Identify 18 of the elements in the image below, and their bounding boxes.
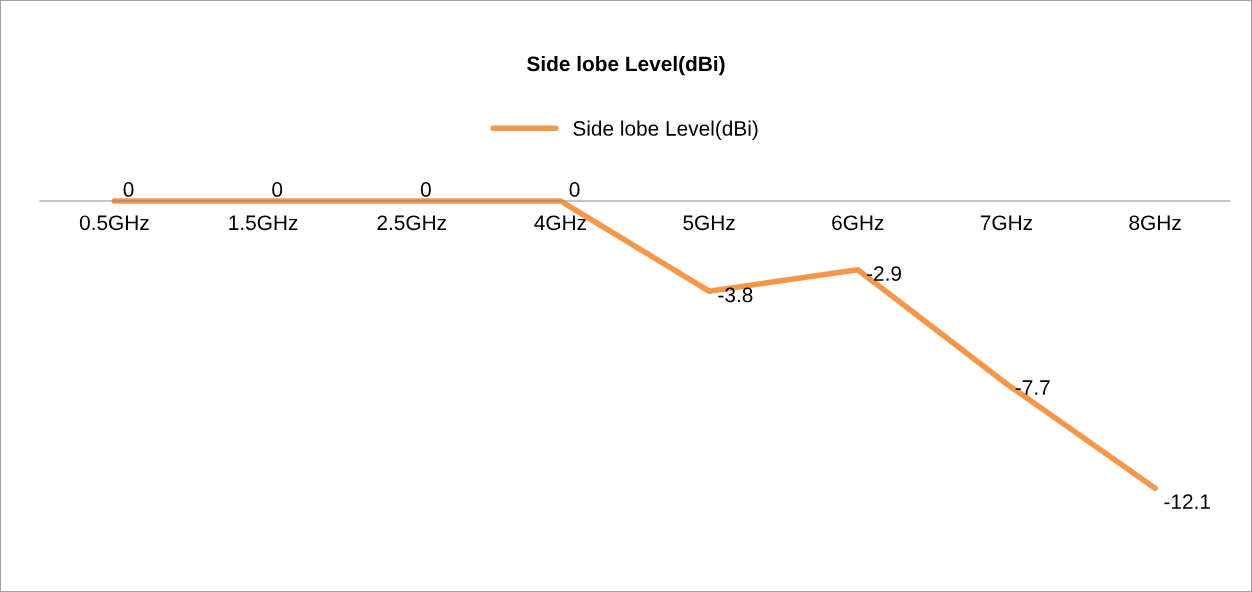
data-label: -2.9 [867,266,902,281]
x-tick-label: 5GHz [683,215,735,231]
data-label: 0 [123,182,134,197]
chart-title: Side lobe Level(dBi) [527,55,725,76]
data-label: -3.8 [718,287,753,303]
x-tick-label: 2.5GHz [377,215,447,231]
x-tick-label: 7GHz [980,215,1033,231]
x-tick-label: 6GHz [832,215,884,231]
legend-label: Side lobe Level(dBi) [573,120,758,140]
data-label: 0 [272,182,283,197]
data-label: 0 [420,182,431,197]
data-label: -7.7 [1015,380,1050,395]
x-tick-label: 8GHz [1129,215,1181,231]
data-label: 0 [569,182,580,197]
x-tick-label: 0.5GHz [79,215,149,231]
data-label: -12.1 [1164,494,1210,509]
x-tick-label: 4GHz [534,215,587,231]
x-tick-label: 1.5GHz [229,215,298,231]
